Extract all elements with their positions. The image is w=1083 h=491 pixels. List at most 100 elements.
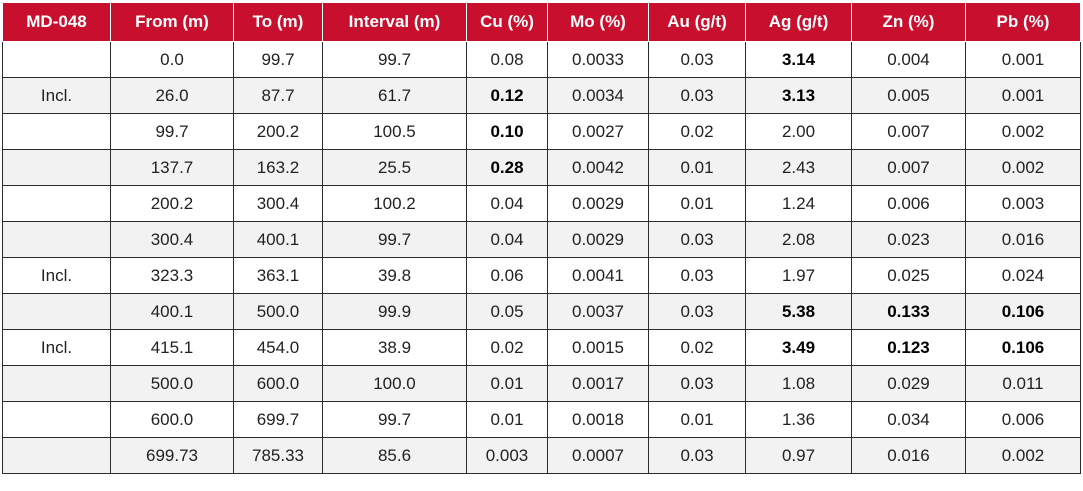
table-cell: 0.03 [648, 437, 746, 474]
table-cell: 1.36 [745, 401, 852, 438]
table-cell: 100.5 [322, 113, 467, 150]
table-cell: 0.0017 [547, 365, 649, 402]
table-cell: 0.007 [851, 113, 966, 150]
table-cell [2, 221, 111, 258]
table-cell: 0.01 [648, 401, 746, 438]
table-cell: 0.002 [965, 149, 1081, 186]
table-cell: 415.1 [110, 329, 234, 366]
table-cell: 2.00 [745, 113, 852, 150]
table-cell: 99.9 [322, 293, 467, 330]
table-body: 0.0 99.7 99.7 0.08 0.0033 0.03 3.14 0.004 0.001 I… [2, 41, 1081, 474]
table-cell: 0.001 [965, 41, 1081, 78]
table-cell: 0.0007 [547, 437, 649, 474]
table-cell: 0.016 [965, 221, 1081, 258]
table-cell: 3.13 [745, 77, 852, 114]
table-row: 600.0 699.7 99.7 0.01 0.0018 0.01 1.36 0.034 0.0… [2, 401, 1081, 438]
table-cell: 300.4 [233, 185, 323, 222]
table-cell: 0.0033 [547, 41, 649, 78]
table-cell: 137.7 [110, 149, 234, 186]
table-cell [2, 185, 111, 222]
table-cell: 100.2 [322, 185, 467, 222]
table-cell: 0.02 [648, 113, 746, 150]
header-cell: Ag (g/t) [745, 2, 852, 42]
table-cell: 100.0 [322, 365, 467, 402]
table-row: 200.2 300.4 100.2 0.04 0.0029 0.01 1.24 0.006 0.… [2, 185, 1081, 222]
table-cell: 0.08 [466, 41, 548, 78]
table-cell: 600.0 [110, 401, 234, 438]
table-cell: 0.034 [851, 401, 966, 438]
table-cell: 699.73 [110, 437, 234, 474]
table-cell: 0.03 [648, 257, 746, 294]
table-cell: 363.1 [233, 257, 323, 294]
table-cell: 0.0015 [547, 329, 649, 366]
table-cell: 0.12 [466, 77, 548, 114]
table-cell: 0.01 [648, 149, 746, 186]
table-cell: 699.7 [233, 401, 323, 438]
table-cell: 500.0 [233, 293, 323, 330]
table-cell: 39.8 [322, 257, 467, 294]
table-cell: 0.02 [648, 329, 746, 366]
table-cell: 0.28 [466, 149, 548, 186]
data-table: MD-048 From (m) To (m) Interval (m) Cu (%) Mo… [2, 2, 1081, 474]
table-cell: 200.2 [110, 185, 234, 222]
table-cell: 0.003 [466, 437, 548, 474]
table-cell: 99.7 [322, 401, 467, 438]
table-cell: 0.023 [851, 221, 966, 258]
table-cell: 0.007 [851, 149, 966, 186]
table-cell: Incl. [2, 257, 111, 294]
table-cell: 0.97 [745, 437, 852, 474]
table-cell: 0.024 [965, 257, 1081, 294]
table-cell: 61.7 [322, 77, 467, 114]
table-cell: 0.002 [965, 437, 1081, 474]
table-row: Incl. 415.1 454.0 38.9 0.02 0.0015 0.02 3.49 0.1… [2, 329, 1081, 366]
table-cell: 0.03 [648, 293, 746, 330]
table-cell: Incl. [2, 329, 111, 366]
table-cell: 0.0029 [547, 185, 649, 222]
table-cell: 0.029 [851, 365, 966, 402]
table-row: 400.1 500.0 99.9 0.05 0.0037 0.03 5.38 0.133 0.1… [2, 293, 1081, 330]
table-row: Incl. 26.0 87.7 61.7 0.12 0.0034 0.03 3.13 0.005… [2, 77, 1081, 114]
table-cell: 1.97 [745, 257, 852, 294]
table-cell [2, 113, 111, 150]
table-cell: 0.03 [648, 221, 746, 258]
table-cell [2, 41, 111, 78]
table-cell: 400.1 [233, 221, 323, 258]
table-cell: 99.7 [233, 41, 323, 78]
header-cell: Pb (%) [965, 2, 1081, 42]
table-cell: 400.1 [110, 293, 234, 330]
table-cell: Incl. [2, 77, 111, 114]
table-cell: 99.7 [322, 41, 467, 78]
table-cell: 0.001 [965, 77, 1081, 114]
table-cell: 1.24 [745, 185, 852, 222]
table-cell: 26.0 [110, 77, 234, 114]
table-cell: 0.006 [851, 185, 966, 222]
table-cell: 0.0034 [547, 77, 649, 114]
header-cell: From (m) [110, 2, 234, 42]
table-row: 0.0 99.7 99.7 0.08 0.0033 0.03 3.14 0.004 0.001 [2, 41, 1081, 78]
table-cell: 99.7 [110, 113, 234, 150]
table-cell: 0.06 [466, 257, 548, 294]
table-row: Incl. 323.3 363.1 39.8 0.06 0.0041 0.03 1.97 0.0… [2, 257, 1081, 294]
table-cell: 0.03 [648, 365, 746, 402]
table-cell: 0.01 [466, 401, 548, 438]
table-cell: 0.04 [466, 185, 548, 222]
table-cell: 0.006 [965, 401, 1081, 438]
table-cell: 1.08 [745, 365, 852, 402]
table-cell [2, 293, 111, 330]
table-cell: 2.08 [745, 221, 852, 258]
table-cell [2, 401, 111, 438]
table-cell: 3.14 [745, 41, 852, 78]
table-cell: 0.005 [851, 77, 966, 114]
table-row: 137.7 163.2 25.5 0.28 0.0042 0.01 2.43 0.007 0.0… [2, 149, 1081, 186]
table-cell: 0.0027 [547, 113, 649, 150]
table-cell: 0.0029 [547, 221, 649, 258]
table-cell: 0.04 [466, 221, 548, 258]
table-row: 300.4 400.1 99.7 0.04 0.0029 0.03 2.08 0.023 0.0… [2, 221, 1081, 258]
table-cell: 0.03 [648, 41, 746, 78]
table-cell: 200.2 [233, 113, 323, 150]
header-cell: Mo (%) [547, 2, 649, 42]
table-cell: 0.0042 [547, 149, 649, 186]
table-cell: 0.123 [851, 329, 966, 366]
table-cell: 0.025 [851, 257, 966, 294]
table-row: 99.7 200.2 100.5 0.10 0.0027 0.02 2.00 0.007 0.0… [2, 113, 1081, 150]
